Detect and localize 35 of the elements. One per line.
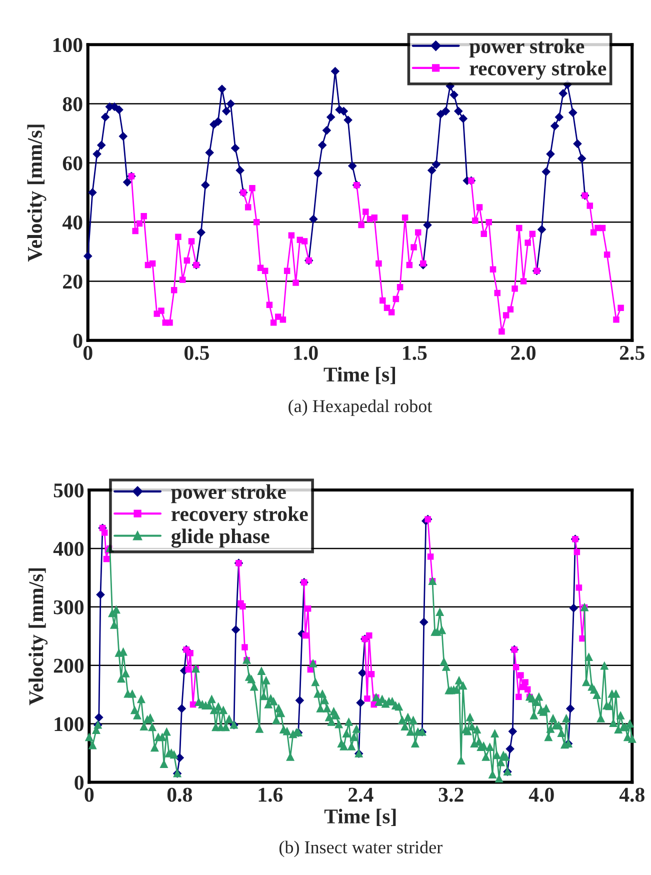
x-tick-label: 1.0 [294, 346, 318, 360]
x-tick-label: 0.8 [167, 788, 192, 802]
y-tick-label: 60 [62, 156, 82, 170]
x-tick-label: 2.0 [511, 346, 536, 360]
y-axis-title: Velocity [mm/s] [27, 124, 46, 262]
x-axis-title: Time [s] [324, 366, 396, 384]
x-tick-label: 3.2 [438, 788, 464, 802]
x-tick-label: 2.4 [348, 788, 374, 802]
x-tick-label: 1.5 [403, 346, 427, 360]
y-tick-label: 200 [54, 658, 84, 673]
text: (a) Hexapedal robot [288, 400, 432, 416]
y-tick-label: 100 [53, 38, 82, 52]
x-axis-title: Time [s] [324, 808, 396, 826]
legend-label: recovery stroke [171, 506, 308, 526]
legend-label: glide phase [171, 528, 270, 548]
x-tick-label: 1.6 [258, 788, 283, 802]
y-tick-label: 300 [54, 600, 84, 614]
x-tick-label: 0 [84, 788, 94, 802]
legend-label: power stroke [171, 484, 286, 504]
y-axis-title: Velocity [mm/s] [28, 568, 48, 706]
legend-label: recovery stroke [470, 60, 606, 80]
legend-label: power stroke [469, 38, 584, 58]
x-tick-label: 0.5 [184, 346, 209, 360]
y-tick-label: 20 [63, 274, 82, 289]
y-tick-label: 0 [73, 334, 82, 348]
x-tick-label: 2.5 [620, 346, 644, 360]
y-tick-label: 40 [62, 215, 82, 230]
text: (b) Insect water strider [279, 840, 442, 858]
y-tick-label: 500 [54, 483, 84, 498]
y-tick-label: 0 [74, 776, 84, 790]
y-tick-label: 100 [54, 717, 84, 732]
x-tick-label: 4.8 [619, 788, 644, 802]
y-tick-label: 400 [53, 542, 84, 556]
x-tick-label: 4.0 [528, 788, 554, 802]
y-tick-label: 80 [62, 97, 82, 112]
